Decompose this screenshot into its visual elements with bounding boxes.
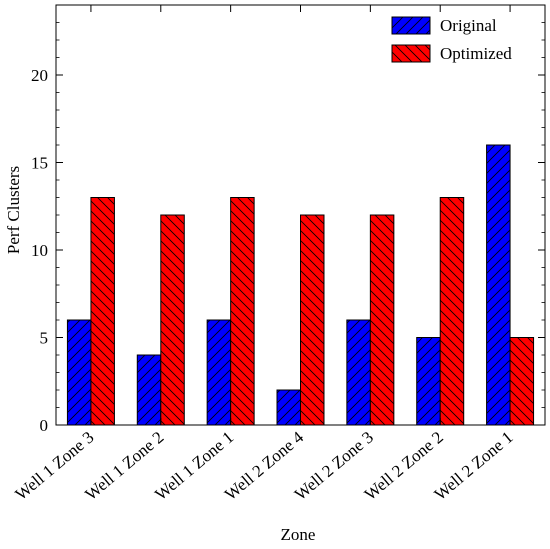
legend: Original Optimized xyxy=(391,16,512,63)
y-tick-label: 20 xyxy=(31,66,48,85)
y-tick-label: 15 xyxy=(31,154,48,173)
legend-item-optimized: Optimized xyxy=(391,44,512,63)
bar-optimized-4 xyxy=(300,214,325,426)
y-axis-label: Perf Clusters xyxy=(4,166,23,254)
bars-layer xyxy=(66,144,535,426)
y-tick-label: 5 xyxy=(40,329,49,348)
bar-original-5 xyxy=(346,319,371,426)
legend-item-original: Original xyxy=(391,16,497,35)
legend-label: Original xyxy=(440,16,497,35)
labels-layer: Perf Clusters Zone xyxy=(4,166,315,544)
bar-original-3 xyxy=(206,319,232,426)
bar-original-1 xyxy=(66,319,92,426)
y-tick-label: 10 xyxy=(31,241,48,260)
bar-original-2 xyxy=(136,354,162,426)
bar-optimized-7 xyxy=(509,337,535,426)
legend-label: Optimized xyxy=(440,44,512,63)
bar-original-7 xyxy=(486,144,511,426)
bar-original-6 xyxy=(416,337,441,426)
x-axis-label: Zone xyxy=(281,525,316,544)
bar-original-4 xyxy=(276,389,301,426)
bar-optimized-3 xyxy=(230,197,255,426)
bar-optimized-5 xyxy=(369,214,395,426)
y-tick-label: 0 xyxy=(40,416,49,435)
bar-optimized-1 xyxy=(90,197,115,426)
bar-optimized-2 xyxy=(160,214,185,426)
bar-optimized-6 xyxy=(439,197,465,426)
